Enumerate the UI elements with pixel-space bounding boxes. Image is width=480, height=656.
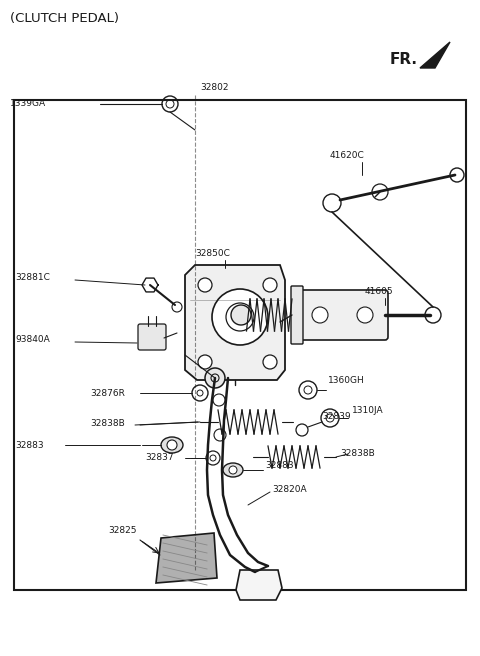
Text: 93840A: 93840A — [15, 335, 50, 344]
Circle shape — [231, 305, 251, 325]
Circle shape — [263, 278, 277, 292]
Text: 41605: 41605 — [365, 287, 394, 296]
Circle shape — [263, 355, 277, 369]
Circle shape — [213, 394, 225, 406]
Text: 41620C: 41620C — [330, 151, 365, 160]
Text: (CLUTCH PEDAL): (CLUTCH PEDAL) — [10, 12, 119, 25]
FancyBboxPatch shape — [291, 286, 303, 344]
Polygon shape — [156, 533, 217, 583]
FancyBboxPatch shape — [297, 290, 388, 340]
Text: 1339GA: 1339GA — [10, 100, 46, 108]
Text: 32883: 32883 — [15, 440, 44, 449]
Circle shape — [212, 289, 268, 345]
Circle shape — [357, 307, 373, 323]
Circle shape — [205, 368, 225, 388]
Polygon shape — [185, 265, 285, 380]
Text: 1310JA: 1310JA — [352, 406, 384, 415]
Circle shape — [312, 307, 328, 323]
Polygon shape — [420, 42, 450, 68]
Text: 32838B: 32838B — [90, 419, 125, 428]
Text: 1360GH: 1360GH — [328, 376, 365, 385]
Circle shape — [229, 466, 237, 474]
Circle shape — [198, 355, 212, 369]
Text: 32839: 32839 — [322, 412, 350, 421]
Text: 32820A: 32820A — [272, 485, 307, 495]
FancyBboxPatch shape — [138, 324, 166, 350]
Text: 32876R: 32876R — [90, 388, 125, 398]
Text: FR.: FR. — [390, 52, 418, 67]
Circle shape — [167, 440, 177, 450]
Text: 32850C: 32850C — [195, 249, 230, 258]
Text: 32802: 32802 — [200, 83, 228, 91]
Circle shape — [214, 429, 226, 441]
Ellipse shape — [223, 463, 243, 477]
Bar — [14, 100, 466, 590]
Text: 32838B: 32838B — [340, 449, 375, 459]
Circle shape — [198, 278, 212, 292]
Polygon shape — [236, 570, 282, 600]
Text: 32837: 32837 — [145, 453, 174, 462]
Ellipse shape — [161, 437, 183, 453]
Text: 32825: 32825 — [108, 526, 136, 535]
Text: 32881C: 32881C — [15, 274, 50, 283]
Text: 32883: 32883 — [265, 461, 294, 470]
